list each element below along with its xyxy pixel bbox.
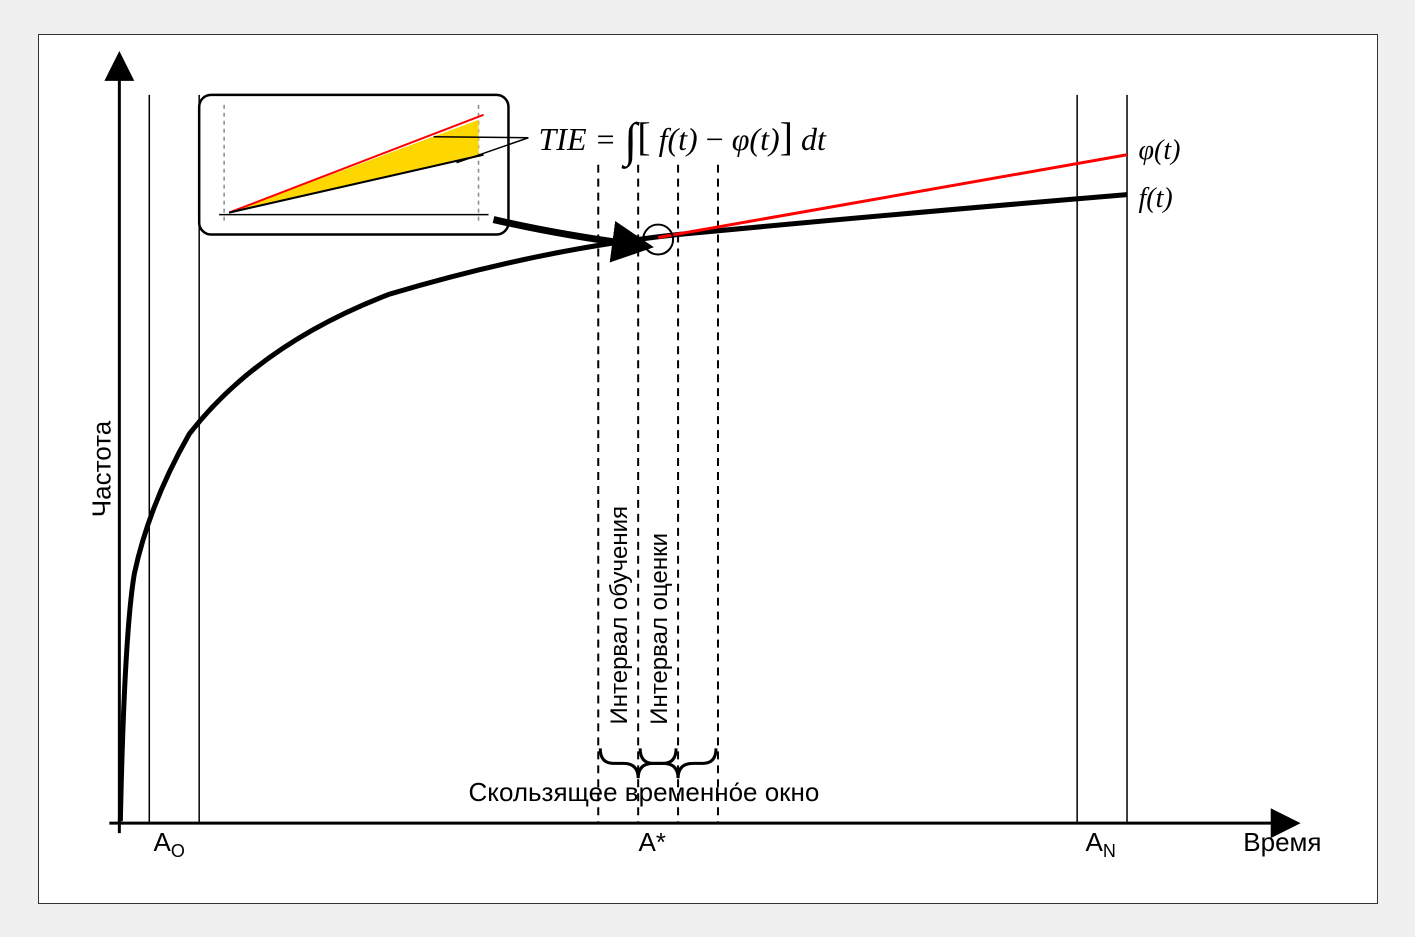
phi-label: φ(t) <box>1139 135 1181 167</box>
tick-an: AN <box>1086 827 1116 862</box>
callout-arrow <box>493 219 633 244</box>
pointer-line-1 <box>433 136 528 137</box>
sliding-window-label: Скользящее временно́е окно <box>469 777 820 808</box>
chart-container: Частота Время AO A* AN TIE = ∫[ f(t) − φ… <box>38 34 1378 904</box>
interval-learning-label: Интервал обучения <box>606 506 634 725</box>
x-axis-label: Время <box>1243 827 1321 858</box>
interval-evaluation-label: Интервал оценки <box>646 533 674 725</box>
formula-tie: TIE = ∫[ f(t) − φ(t)] dt <box>539 107 826 162</box>
y-axis-label: Частота <box>86 420 117 516</box>
f-label: f(t) <box>1139 183 1173 215</box>
tick-a0: AO <box>154 827 185 862</box>
tangent-line <box>658 154 1127 237</box>
tick-astar: A* <box>639 827 666 858</box>
